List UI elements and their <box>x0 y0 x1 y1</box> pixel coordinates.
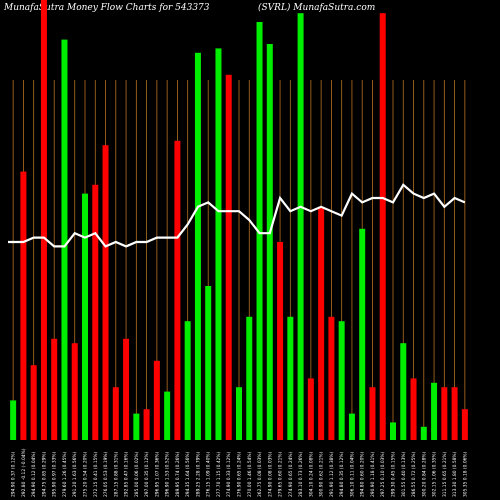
bar <box>133 413 140 440</box>
bar <box>348 413 355 440</box>
tick-label: 279.65 0.60 (0.21%) <box>278 451 284 497</box>
tick-label: 311.15 0.65 (0.21%) <box>442 451 448 497</box>
bar <box>205 286 212 440</box>
tick-label: 276.90 0.65 (0.24%) <box>237 451 243 497</box>
bar <box>82 193 88 440</box>
tick-label: 294.90 0.37 (0.12%) <box>11 451 17 497</box>
tick-label: 292.80 -0.12 (-0.04%) <box>21 448 27 497</box>
bar <box>297 13 304 440</box>
tick-label: 304.10 0.24 (0.08%) <box>308 451 314 497</box>
bar <box>215 48 222 441</box>
chart-source: (SVRL) MunafaSutra.com <box>258 3 376 13</box>
tick-label: 276.15 1.09 (0.40%) <box>206 451 212 497</box>
tick-label: 296.90 1.53 (0.52%) <box>165 451 171 497</box>
tick-label: 300.90 0.62 (0.21%) <box>319 451 325 497</box>
tick-label: 291.20 1.63 (0.56%) <box>72 451 78 497</box>
tick-label: 294.90 0.12 (0.04%) <box>31 451 37 497</box>
bar <box>20 171 27 440</box>
bar <box>441 387 448 440</box>
tick-label: 295.90 0.97 (0.33%) <box>52 451 58 497</box>
tick-label: 270.00 1.46 (0.54%) <box>247 451 253 497</box>
bar <box>236 387 242 440</box>
tick-label: 296.95 1.07 (0.36%) <box>154 451 160 497</box>
tick-label: 275.20 0.54 (0.20%) <box>83 451 89 497</box>
tick-label: 274.90 0.08 (0.03%) <box>267 451 273 497</box>
tick-label: 299.30 0.45 (0.15%) <box>391 451 397 497</box>
tick-label: 306.10 0.11 (0.04%) <box>349 451 355 497</box>
tick-label: 285.00 0.06 (0.02%) <box>134 451 140 497</box>
bar <box>277 242 284 440</box>
tick-label: 301.55 0.40 (0.13%) <box>401 451 407 497</box>
bar <box>338 321 345 440</box>
bar <box>174 140 181 441</box>
tick-label: 279.60 1.26 (0.45%) <box>62 451 68 497</box>
bar <box>369 387 376 440</box>
bar <box>71 343 78 440</box>
bar <box>184 321 191 440</box>
bar <box>287 316 294 440</box>
tick-label: 272.15 0.41 (0.15%) <box>93 451 99 497</box>
bar <box>102 145 109 440</box>
tick-label: 277.70 1.15 (0.42%) <box>216 451 222 497</box>
tick-label: 291.90 1.12 (0.38%) <box>329 451 335 497</box>
bar <box>123 338 130 440</box>
tick-label: 292.85 0.47 (0.16%) <box>124 451 130 497</box>
bar <box>420 426 427 440</box>
bar <box>10 400 17 440</box>
tick-label: 294.80 0.35 (0.12%) <box>339 451 345 497</box>
bar <box>194 52 201 441</box>
tick-label: 286.55 0.72 (0.25%) <box>411 451 417 497</box>
tick-label: 294.80 0.60 (0.20%) <box>360 451 366 497</box>
bar <box>266 44 273 440</box>
tick-label: 274.90 0.33 (0.12%) <box>226 451 232 497</box>
tick-label: 274.90 0.65 (0.24%) <box>288 451 294 497</box>
bar <box>153 360 160 440</box>
bar <box>51 338 58 440</box>
tick-label: 289.95 0.74 (0.26%) <box>175 451 181 497</box>
bar <box>359 228 366 440</box>
tick-label: 276.05 0.53 (0.19%) <box>103 451 109 497</box>
bar <box>30 365 37 440</box>
bar <box>379 13 386 440</box>
bar <box>246 316 253 440</box>
tick-label: 262.75 0.08 (0.03%) <box>257 451 263 497</box>
bar <box>431 382 438 440</box>
tick-label: 294.75 0.85 (0.29%) <box>41 451 47 497</box>
bar <box>318 206 325 440</box>
flow-line <box>8 183 466 248</box>
bar <box>225 74 232 441</box>
bar <box>164 391 171 440</box>
tick-label: 289.25 2.28 (0.79%) <box>195 451 201 497</box>
bar <box>461 409 468 440</box>
tick-label: 287.15 0.88 (0.31%) <box>113 451 119 497</box>
bar <box>328 316 335 440</box>
tick-label: 294.35 1.64 (0.56%) <box>185 451 191 497</box>
tick-label: 313.30 1.80 (0.58%) <box>452 451 458 497</box>
tick-label: 300.20 0.84 (0.28%) <box>421 451 427 497</box>
bar <box>143 409 150 440</box>
bar <box>256 22 263 440</box>
bar <box>307 378 314 440</box>
bar <box>61 39 68 440</box>
tick-label: 297.00 0.35 (0.12%) <box>144 451 150 497</box>
tick-label: 297.25 0.10 (0.03%) <box>380 451 386 497</box>
tick-label: 302.15 1.06 (0.35%) <box>432 451 438 497</box>
bar <box>40 0 47 440</box>
chart-title: MunafaSutra Money Flow Charts for 543373 <box>4 3 210 13</box>
tick-label: 305.35 0.18 (0.06%) <box>462 451 468 497</box>
bar <box>400 343 407 440</box>
tick-label: 283.10 0.73 (0.26%) <box>298 451 304 497</box>
bar <box>92 184 99 440</box>
bar <box>410 378 417 440</box>
tick-label: 290.90 1.18 (0.41%) <box>370 451 376 497</box>
bar <box>451 387 458 440</box>
bar <box>390 422 396 440</box>
bar <box>112 387 119 440</box>
